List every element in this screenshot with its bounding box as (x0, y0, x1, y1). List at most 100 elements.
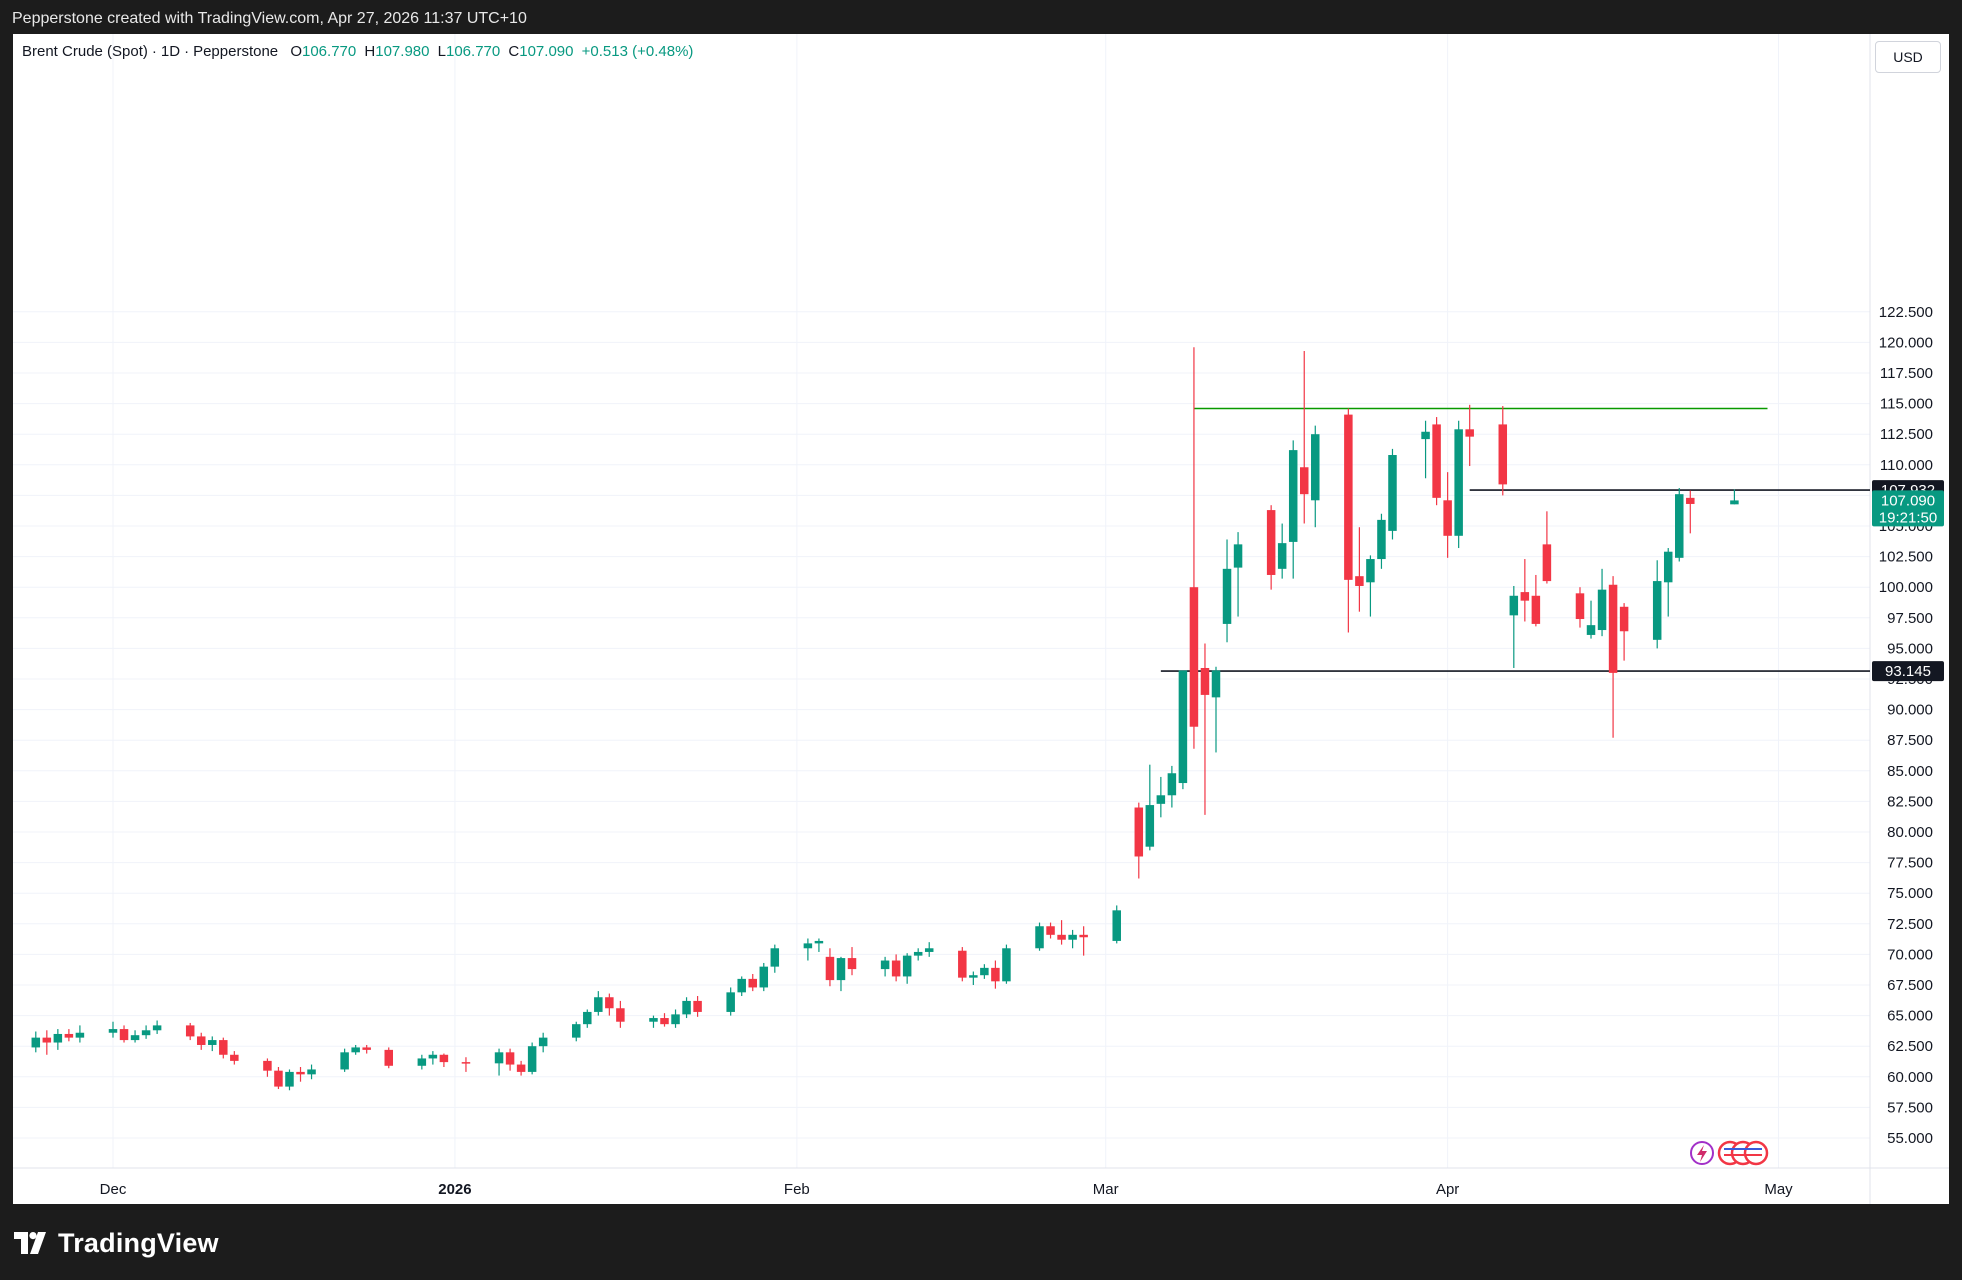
candle-body[interactable] (1068, 934, 1077, 940)
candle-up[interactable] (649, 1015, 658, 1028)
candle-down[interactable] (439, 1053, 449, 1068)
candle-up[interactable] (351, 1044, 360, 1055)
candle-down[interactable] (1443, 472, 1452, 558)
candle-up[interactable] (803, 938, 813, 961)
candle-down[interactable] (1344, 408, 1353, 633)
candle-up[interactable] (130, 1030, 140, 1043)
candle-body[interactable] (1167, 773, 1177, 796)
candle-body[interactable] (505, 1052, 515, 1065)
candle-down[interactable] (605, 993, 614, 1016)
candle-down[interactable] (693, 996, 702, 1017)
candle-body[interactable] (64, 1033, 74, 1038)
candle-up[interactable] (1597, 568, 1607, 637)
candle-body[interactable] (836, 958, 846, 981)
candle-down[interactable] (891, 954, 901, 982)
candle-body[interactable] (1575, 593, 1585, 620)
candle-up[interactable] (1035, 922, 1044, 951)
candle-body[interactable] (726, 992, 735, 1012)
candle-body[interactable] (737, 978, 746, 993)
candle-body[interactable] (1355, 576, 1364, 586)
candle-body[interactable] (1277, 543, 1287, 569)
candle-down[interactable] (42, 1030, 52, 1055)
candle-body[interactable] (1509, 595, 1519, 616)
candle-body[interactable] (1035, 926, 1044, 949)
candle-down[interactable] (1498, 406, 1508, 496)
candle-body[interactable] (1366, 559, 1375, 583)
candle-body[interactable] (362, 1047, 371, 1050)
candle-body[interactable] (285, 1071, 294, 1087)
candle-body[interactable] (1057, 934, 1066, 940)
candle-down[interactable] (1465, 404, 1474, 467)
candle-body[interactable] (1388, 455, 1397, 531)
candle-body[interactable] (1299, 467, 1309, 495)
candle-down[interactable] (505, 1048, 515, 1071)
candle-up[interactable] (836, 956, 846, 992)
candle-body[interactable] (748, 978, 757, 988)
candle-down[interactable] (1266, 505, 1276, 590)
candle-up[interactable] (880, 956, 890, 977)
candle-up[interactable] (1730, 489, 1739, 505)
candle-down[interactable] (461, 1057, 471, 1072)
candle-up[interactable] (980, 964, 989, 979)
candle-up[interactable] (538, 1032, 548, 1053)
candle-down[interactable] (64, 1029, 74, 1042)
candle-up[interactable] (759, 962, 769, 992)
candle-body[interactable] (913, 951, 923, 956)
candle-down[interactable] (1520, 559, 1530, 622)
candle-up[interactable] (913, 948, 923, 961)
candle-down[interactable] (1057, 920, 1066, 945)
candle-up[interactable] (572, 1021, 581, 1042)
us-flag-icon-3[interactable] (1743, 1140, 1769, 1166)
candle-up[interactable] (417, 1054, 427, 1070)
candle-body[interactable] (1597, 589, 1607, 631)
candle-down[interactable] (362, 1044, 371, 1054)
candle-body[interactable] (1377, 519, 1386, 560)
candle-down[interactable] (660, 1013, 669, 1027)
candle-up[interactable] (1112, 905, 1121, 944)
candle-up[interactable] (1002, 944, 1011, 984)
candle-down[interactable] (1542, 511, 1552, 584)
candle-body[interactable] (417, 1058, 427, 1066)
symbol-name[interactable]: Brent Crude (Spot) (22, 43, 148, 60)
candle-up[interactable] (1377, 513, 1386, 569)
candle-body[interactable] (1498, 424, 1508, 485)
candle-body[interactable] (1002, 948, 1011, 982)
candle-body[interactable] (902, 955, 912, 977)
candle-up[interactable] (428, 1051, 438, 1065)
candle-body[interactable] (671, 1014, 680, 1025)
candle-up[interactable] (1068, 929, 1077, 949)
candle-up[interactable] (1663, 548, 1673, 617)
candle-body[interactable] (572, 1024, 581, 1038)
candle-body[interactable] (660, 1018, 669, 1025)
candle-down[interactable] (616, 1000, 625, 1028)
candle-body[interactable] (958, 950, 967, 978)
candle-body[interactable] (428, 1054, 438, 1059)
candle-body[interactable] (538, 1037, 548, 1047)
candle-body[interactable] (439, 1054, 449, 1063)
candle-up[interactable] (594, 991, 603, 1016)
candle-down[interactable] (219, 1037, 228, 1059)
candle-up[interactable] (307, 1064, 316, 1080)
candle-up[interactable] (527, 1042, 537, 1075)
candle-body[interactable] (1520, 592, 1530, 601)
candle-body[interactable] (1542, 544, 1552, 582)
candle-body[interactable] (1233, 544, 1243, 568)
candle-up[interactable] (1652, 560, 1662, 649)
candle-body[interactable] (1079, 934, 1088, 938)
candle-body[interactable] (185, 1025, 195, 1037)
candle-body[interactable] (1454, 429, 1463, 536)
interval[interactable]: 1D (160, 43, 181, 60)
candle-body[interactable] (1730, 500, 1739, 505)
candle-body[interactable] (461, 1062, 471, 1064)
candle-up[interactable] (1675, 488, 1684, 562)
candle-body[interactable] (1134, 807, 1144, 857)
candle-up[interactable] (1167, 765, 1177, 808)
candle-body[interactable] (340, 1052, 349, 1070)
candle-body[interactable] (494, 1052, 504, 1064)
candle-up[interactable] (671, 1009, 680, 1028)
candle-body[interactable] (616, 1008, 625, 1022)
candle-body[interactable] (969, 975, 978, 978)
candle-body[interactable] (980, 967, 989, 976)
candle-up[interactable] (1211, 666, 1221, 753)
candle-up[interactable] (340, 1048, 349, 1072)
